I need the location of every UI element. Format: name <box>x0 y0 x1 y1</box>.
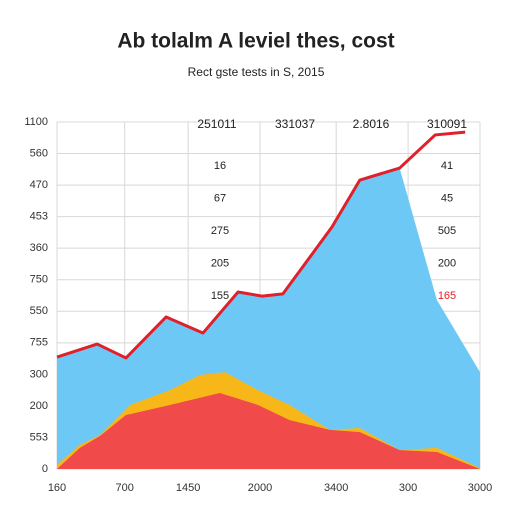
annotation: 505 <box>438 225 456 237</box>
y-tick-label: 470 <box>30 179 48 191</box>
y-tick-label: 453 <box>30 211 48 223</box>
column-label: 2.8016 <box>353 117 390 131</box>
annotation: 16 <box>214 160 226 172</box>
chart-title: Ab tolalm A leviel thes, cost <box>117 30 394 53</box>
x-tick-label: 160 <box>48 482 66 494</box>
annotation: 200 <box>438 257 456 269</box>
x-tick-label: 700 <box>116 482 134 494</box>
x-tick-label: 1450 <box>176 482 200 494</box>
y-tick-label: 755 <box>30 337 48 349</box>
line <box>56 130 466 360</box>
annotation: 67 <box>214 192 226 204</box>
x-tick-label: 300 <box>399 482 417 494</box>
annotation: 41 <box>441 160 453 172</box>
annotation: 165 <box>438 290 456 302</box>
y-tick-label: 553 <box>30 431 48 443</box>
column-label: 251011 <box>197 117 236 131</box>
x-tick-label: 3000 <box>468 482 492 494</box>
x-tick-label: 3400 <box>324 482 348 494</box>
y-tick-label: 560 <box>30 147 48 159</box>
annotation: 155 <box>211 290 229 302</box>
x-tick-label: 2000 <box>248 482 272 494</box>
annotation: 275 <box>211 225 229 237</box>
annotation: 205 <box>211 257 229 269</box>
y-tick-label: 550 <box>30 305 48 317</box>
y-tick-label: 1100 <box>24 116 48 128</box>
y-tick-label: 0 <box>42 463 48 475</box>
chart-subtitle: Rect gste tests in S, 2015 <box>188 65 325 79</box>
y-tick-label: 750 <box>30 274 48 286</box>
y-tick-label: 200 <box>30 400 48 412</box>
y-tick-label: 300 <box>30 368 48 380</box>
column-label: 310091 <box>427 117 467 131</box>
area <box>57 392 480 469</box>
y-tick-label: 360 <box>30 242 48 254</box>
column-label: 331037 <box>275 117 315 131</box>
annotation: 45 <box>441 192 453 204</box>
